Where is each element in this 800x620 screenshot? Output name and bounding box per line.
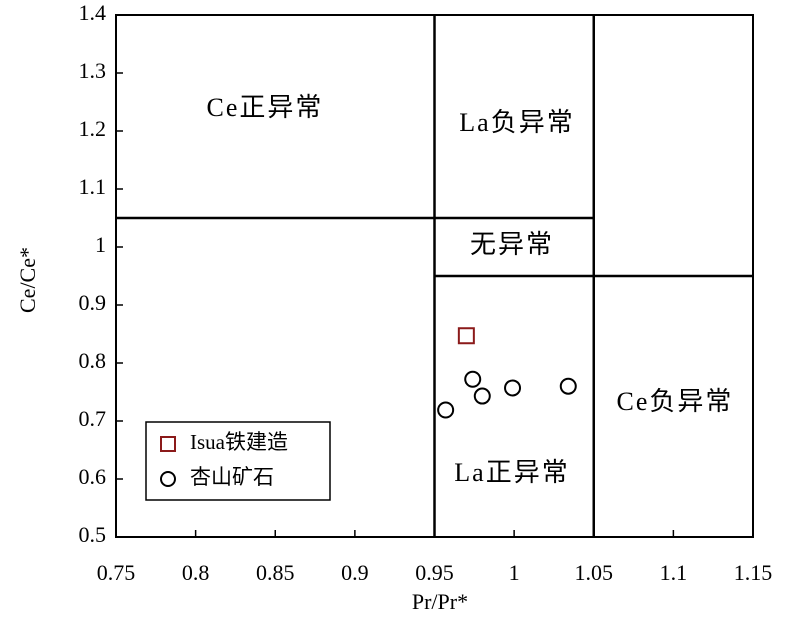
region-label: 无异常 — [470, 230, 554, 259]
point — [464, 370, 482, 388]
y-tick-label: 1.3 — [79, 58, 107, 83]
x-tick-label: 1.15 — [734, 560, 773, 585]
x-tick-label: 0.9 — [341, 560, 369, 585]
y-tick-label: 0.7 — [79, 406, 107, 431]
y-tick-label: 1.4 — [79, 0, 107, 25]
region-label: Ce负异常 — [617, 387, 734, 416]
y-tick-label: 0.5 — [79, 522, 107, 547]
x-tick-label: 0.95 — [415, 560, 454, 585]
x-tick-label: 0.85 — [256, 560, 295, 585]
y-tick-label: 1 — [95, 232, 106, 257]
x-axis-label: Pr/Pr* — [412, 589, 468, 614]
region-label: La正异常 — [454, 458, 569, 487]
point — [473, 387, 491, 405]
y-tick-label: 0.9 — [79, 290, 107, 315]
y-axis-label: Ce/Ce* — [15, 247, 40, 313]
region-label: Ce正异常 — [207, 93, 324, 122]
y-tick-label: 1.2 — [79, 116, 107, 141]
legend-label: 杏山矿石 — [190, 465, 274, 489]
x-tick-label: 0.8 — [182, 560, 210, 585]
x-tick-label: 0.75 — [97, 560, 136, 585]
point — [559, 377, 577, 395]
y-tick-label: 0.8 — [79, 348, 107, 373]
x-tick-label: 1.05 — [575, 560, 614, 585]
y-tick-label: 0.6 — [79, 464, 107, 489]
x-tick-label: 1.1 — [660, 560, 688, 585]
point — [504, 379, 522, 397]
legend-marker — [160, 471, 176, 487]
region-label: La负异常 — [459, 108, 574, 137]
legend-label: Isua铁建造 — [190, 430, 288, 454]
y-tick-label: 1.1 — [79, 174, 107, 199]
legend-marker — [160, 436, 176, 452]
point — [457, 327, 475, 345]
legend-box — [145, 421, 331, 501]
x-tick-label: 1 — [509, 560, 520, 585]
point — [437, 401, 455, 419]
